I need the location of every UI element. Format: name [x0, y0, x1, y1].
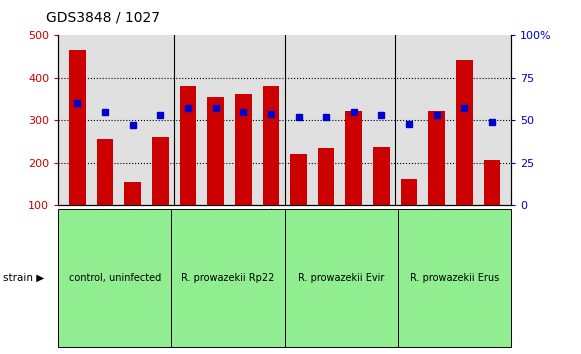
Bar — [124, 182, 141, 205]
Bar — [97, 139, 113, 205]
Text: R. prowazekii Rp22: R. prowazekii Rp22 — [181, 273, 275, 283]
Bar — [207, 97, 224, 205]
Text: strain ▶: strain ▶ — [3, 273, 44, 283]
Bar — [290, 154, 307, 205]
Bar — [373, 147, 390, 205]
Bar — [318, 148, 335, 205]
Text: GDS3848 / 1027: GDS3848 / 1027 — [46, 11, 160, 25]
Text: R. prowazekii Evir: R. prowazekii Evir — [298, 273, 385, 283]
Bar — [235, 94, 252, 205]
Bar — [483, 160, 500, 205]
Bar — [263, 86, 279, 205]
Text: control, uninfected: control, uninfected — [69, 273, 161, 283]
Bar — [346, 111, 362, 205]
Bar — [401, 178, 417, 205]
Text: R. prowazekii Erus: R. prowazekii Erus — [410, 273, 499, 283]
Bar — [152, 137, 168, 205]
Bar — [456, 59, 472, 205]
Bar — [69, 50, 86, 205]
Bar — [180, 86, 196, 205]
Bar — [428, 111, 445, 205]
